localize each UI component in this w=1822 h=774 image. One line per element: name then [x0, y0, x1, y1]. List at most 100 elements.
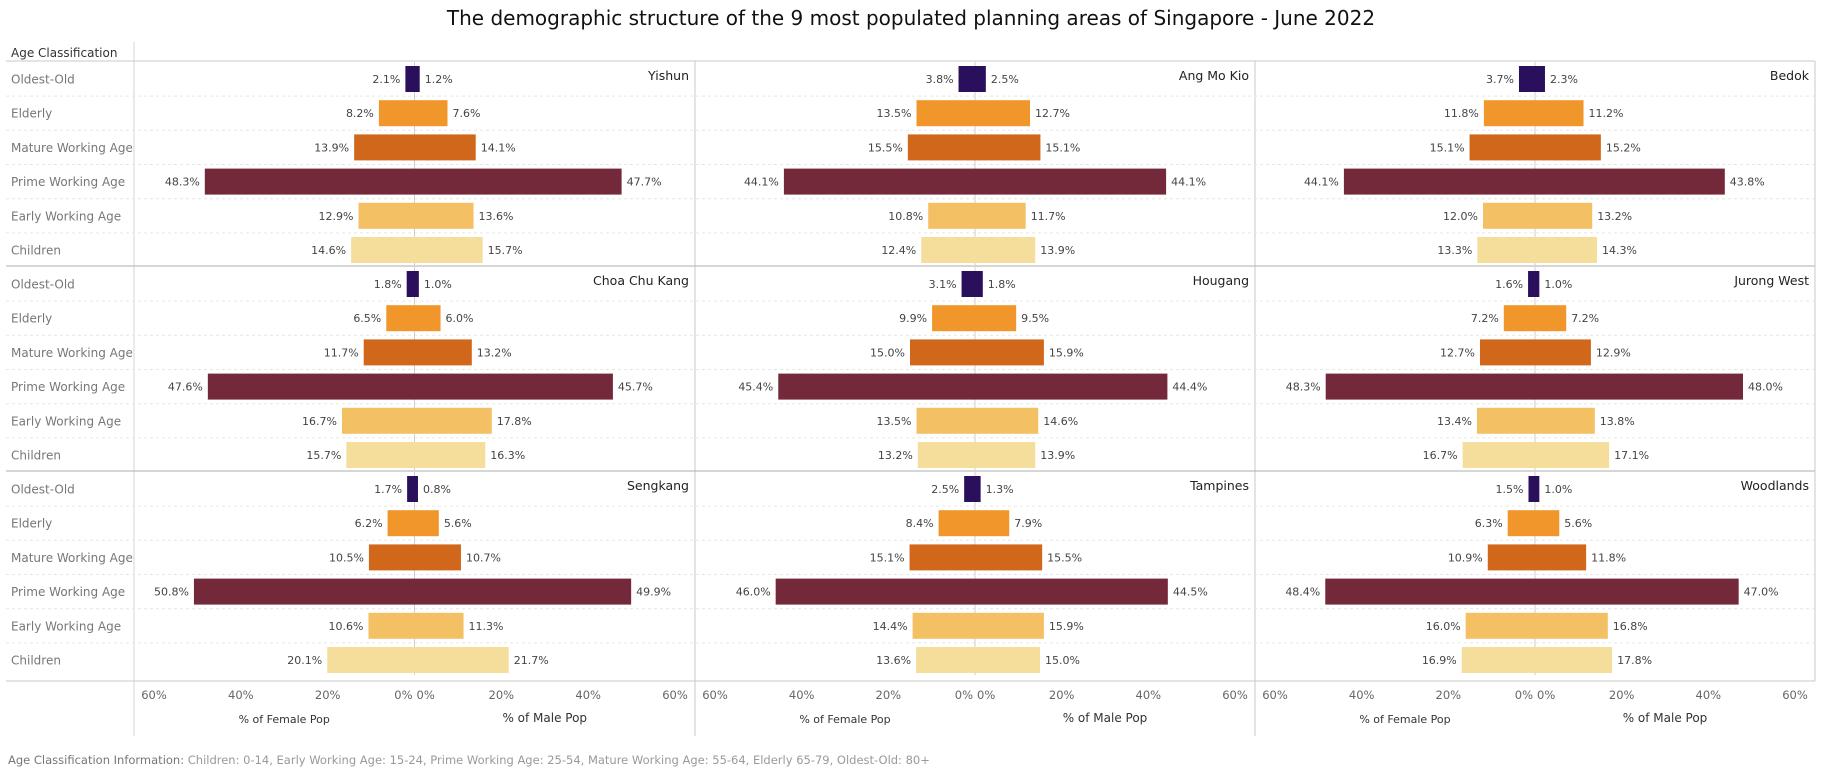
x-axis-label-male: % of Male Pop — [1623, 711, 1708, 725]
bar-female-sengkang-early-working-age — [368, 612, 415, 639]
label-female-yishun-children: 14.6% — [311, 244, 346, 257]
bar-male-jurong-west-children — [1535, 442, 1610, 468]
bar-female-sengkang-oldest-old — [407, 476, 415, 502]
x-axis-label-male: % of Male Pop — [502, 711, 587, 725]
label-male-tampines-mature-working-age: 15.5% — [1047, 551, 1082, 564]
bar-female-yishun-children — [351, 237, 415, 263]
label-female-tampines-early-working-age: 14.4% — [873, 620, 908, 633]
label-female-bedok-mature-working-age: 15.1% — [1430, 141, 1465, 154]
label-male-choa-chu-kang-oldest-old: 1.0% — [424, 278, 452, 291]
label-female-jurong-west-early-working-age: 13.4% — [1437, 415, 1472, 428]
label-female-sengkang-elderly: 6.2% — [355, 517, 383, 530]
label-male-yishun-mature-working-age: 14.1% — [481, 141, 516, 154]
label-female-hougang-early-working-age: 13.5% — [877, 415, 912, 428]
label-male-bedok-oldest-old: 2.3% — [1550, 73, 1578, 86]
label-female-yishun-oldest-old: 2.1% — [372, 73, 400, 86]
bar-male-hougang-prime-working-age — [975, 373, 1168, 400]
label-female-hougang-mature-working-age: 15.0% — [870, 346, 905, 359]
bar-female-choa-chu-kang-early-working-age — [341, 407, 415, 434]
bar-male-yishun-elderly — [414, 100, 448, 127]
label-male-tampines-elderly: 7.9% — [1014, 517, 1042, 530]
bar-male-tampines-mature-working-age — [975, 544, 1043, 571]
x-tick-female: 40% — [1349, 688, 1375, 702]
bar-male-tampines-children — [975, 647, 1040, 673]
x-tick-male: 60% — [1222, 688, 1248, 702]
label-female-hougang-elderly: 9.9% — [899, 312, 927, 325]
label-female-ang-mo-kio-early-working-age: 10.8% — [888, 210, 923, 223]
label-male-hougang-mature-working-age: 15.9% — [1049, 346, 1084, 359]
label-male-yishun-children: 15.7% — [488, 244, 523, 257]
x-tick-female: 60% — [702, 688, 728, 702]
label-male-woodlands-prime-working-age: 47.0% — [1744, 586, 1779, 599]
bar-female-sengkang-mature-working-age — [368, 544, 415, 571]
bar-male-ang-mo-kio-oldest-old — [975, 66, 986, 92]
footnote-text: Children: 0-14, Early Working Age: 15-24… — [187, 753, 930, 767]
bar-male-choa-chu-kang-mature-working-age — [414, 339, 472, 366]
label-male-bedok-children: 14.3% — [1602, 244, 1637, 257]
bar-male-sengkang-oldest-old — [414, 476, 418, 502]
bar-female-jurong-west-elderly — [1503, 305, 1535, 332]
bar-female-choa-chu-kang-children — [346, 442, 415, 468]
label-female-jurong-west-children: 16.7% — [1423, 449, 1458, 462]
bar-male-tampines-prime-working-age — [975, 578, 1168, 605]
bar-male-bedok-prime-working-age — [1535, 168, 1725, 195]
label-female-hougang-prime-working-age: 45.4% — [738, 381, 773, 394]
label-female-woodlands-mature-working-age: 10.9% — [1448, 551, 1483, 564]
bar-male-tampines-oldest-old — [975, 476, 981, 502]
label-female-ang-mo-kio-elderly: 13.5% — [877, 107, 912, 120]
row-label-children: Children — [11, 654, 61, 668]
label-male-choa-chu-kang-children: 16.3% — [490, 449, 525, 462]
label-male-jurong-west-elderly: 7.2% — [1571, 312, 1599, 325]
label-female-hougang-oldest-old: 3.1% — [929, 278, 957, 291]
bar-male-sengkang-children — [414, 647, 509, 673]
row-label-oldest-old: Oldest-Old — [11, 73, 75, 87]
label-female-sengkang-early-working-age: 10.6% — [329, 620, 364, 633]
bar-male-choa-chu-kang-early-working-age — [414, 407, 492, 434]
label-female-sengkang-oldest-old: 1.7% — [374, 483, 402, 496]
label-female-tampines-mature-working-age: 15.1% — [870, 551, 905, 564]
label-male-sengkang-elderly: 5.6% — [444, 517, 472, 530]
label-male-woodlands-children: 17.8% — [1617, 654, 1652, 667]
label-female-ang-mo-kio-oldest-old: 3.8% — [926, 73, 954, 86]
label-male-woodlands-oldest-old: 1.0% — [1544, 483, 1572, 496]
label-female-tampines-oldest-old: 2.5% — [931, 483, 959, 496]
bar-female-bedok-elderly — [1483, 100, 1535, 127]
bar-male-choa-chu-kang-children — [414, 442, 486, 468]
row-header: Age Classification — [11, 46, 117, 60]
label-male-jurong-west-mature-working-age: 12.9% — [1596, 346, 1631, 359]
bar-male-woodlands-mature-working-age — [1535, 544, 1587, 571]
panel-title-bedok: Bedok — [1770, 68, 1810, 83]
label-male-jurong-west-oldest-old: 1.0% — [1544, 278, 1572, 291]
bar-female-tampines-early-working-age — [912, 612, 975, 639]
label-male-sengkang-early-working-age: 11.3% — [469, 620, 504, 633]
x-tick-female: 20% — [1436, 688, 1462, 702]
label-female-yishun-prime-working-age: 48.3% — [165, 176, 200, 189]
x-tick-female: 20% — [876, 688, 902, 702]
x-tick-female: 60% — [141, 688, 167, 702]
bar-female-jurong-west-mature-working-age — [1479, 339, 1535, 366]
label-male-hougang-children: 13.9% — [1040, 449, 1075, 462]
bar-male-hougang-children — [975, 442, 1036, 468]
bar-female-sengkang-prime-working-age — [193, 578, 415, 605]
bar-male-yishun-early-working-age — [414, 202, 474, 229]
bar-male-yishun-mature-working-age — [414, 134, 476, 161]
label-male-bedok-elderly: 11.2% — [1589, 107, 1624, 120]
x-tick-male: 0% — [1537, 688, 1555, 702]
bar-female-sengkang-elderly — [387, 510, 415, 537]
bar-male-jurong-west-early-working-age — [1535, 407, 1595, 434]
bar-female-yishun-early-working-age — [358, 202, 415, 229]
panel-title-choa-chu-kang: Choa Chu Kang — [593, 273, 689, 288]
label-male-yishun-oldest-old: 1.2% — [425, 73, 453, 86]
bar-female-choa-chu-kang-elderly — [386, 305, 415, 332]
bar-male-jurong-west-elderly — [1535, 305, 1567, 332]
x-tick-male: 0% — [977, 688, 995, 702]
bar-male-woodlands-early-working-age — [1535, 612, 1608, 639]
label-female-choa-chu-kang-mature-working-age: 11.7% — [324, 346, 359, 359]
label-male-sengkang-children: 21.7% — [514, 654, 549, 667]
bar-female-choa-chu-kang-mature-working-age — [363, 339, 415, 366]
footnote-label: Age Classification Information: — [8, 753, 185, 767]
x-tick-male: 0% — [417, 688, 435, 702]
bar-female-bedok-early-working-age — [1483, 202, 1535, 229]
panel-title-jurong-west: Jurong West — [1733, 273, 1809, 288]
x-tick-male: 20% — [1049, 688, 1075, 702]
